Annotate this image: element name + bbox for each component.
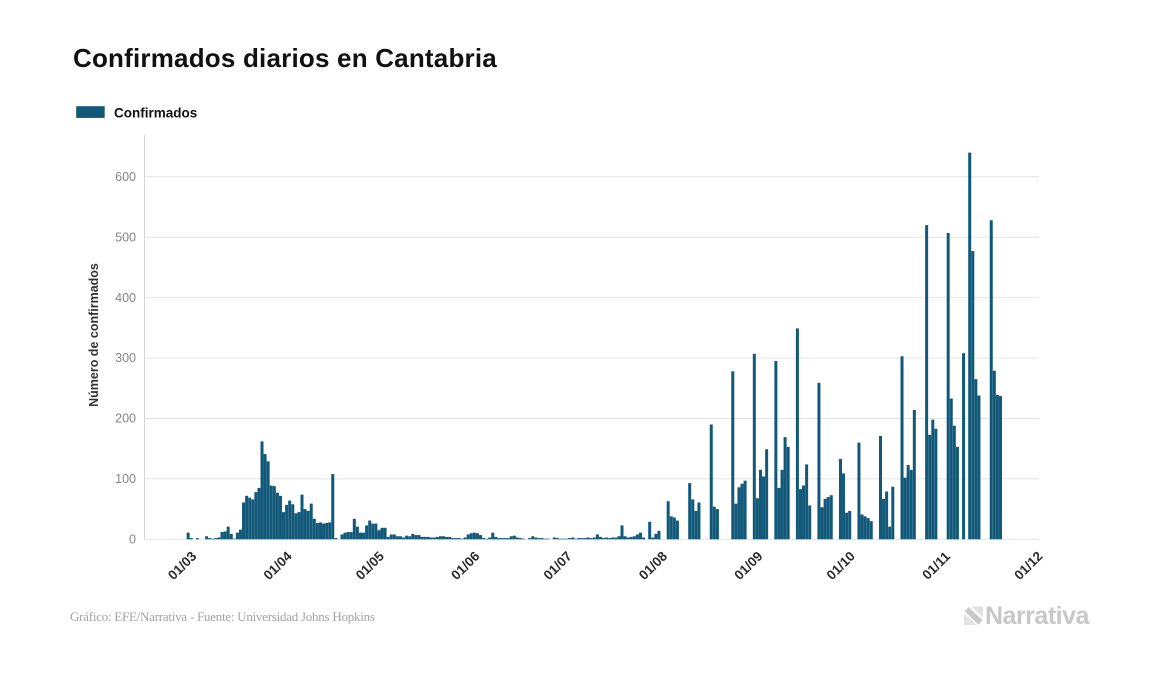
svg-text:01/08: 01/08 bbox=[636, 548, 671, 583]
svg-text:300: 300 bbox=[115, 351, 136, 365]
svg-text:01/09: 01/09 bbox=[731, 548, 765, 582]
svg-text:01/07: 01/07 bbox=[540, 548, 574, 582]
svg-text:400: 400 bbox=[115, 291, 136, 305]
svg-text:01/05: 01/05 bbox=[353, 548, 388, 583]
svg-text:01/12: 01/12 bbox=[1011, 548, 1045, 582]
svg-text:500: 500 bbox=[115, 230, 136, 244]
svg-text:Confirmados: Confirmados bbox=[114, 106, 197, 121]
svg-text:200: 200 bbox=[115, 412, 136, 426]
svg-text:600: 600 bbox=[115, 170, 136, 184]
svg-text:100: 100 bbox=[115, 472, 136, 486]
svg-text:01/04: 01/04 bbox=[260, 548, 295, 583]
svg-text:01/11: 01/11 bbox=[919, 548, 953, 582]
svg-text:Número de confirmados: Número de confirmados bbox=[87, 263, 101, 407]
svg-text:0: 0 bbox=[129, 533, 136, 547]
svg-text:01/10: 01/10 bbox=[824, 548, 858, 582]
svg-text:01/06: 01/06 bbox=[448, 548, 482, 582]
svg-text:01/03: 01/03 bbox=[165, 548, 199, 582]
